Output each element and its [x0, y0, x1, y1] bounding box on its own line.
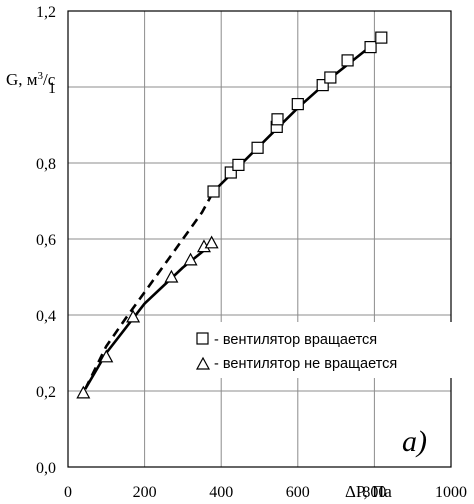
x-tick-label: 400	[209, 484, 233, 501]
legend-square-icon	[196, 332, 209, 345]
y-tick-label: 0,8	[36, 156, 56, 173]
x-tick-label: 800	[362, 484, 386, 501]
grid	[67, 10, 452, 468]
y-tick-label: 0,2	[36, 384, 56, 401]
data-point-square	[224, 166, 237, 179]
legend-box	[184, 322, 452, 378]
legend: - вентилятор вращается - вентилятор не в…	[184, 322, 452, 378]
data-point-square	[271, 113, 284, 126]
data-point-square	[207, 185, 220, 198]
data-point-triangle	[164, 269, 179, 283]
y-tick-label: 0,0	[36, 460, 56, 477]
tick-labels: 0 200 400 600 800 1000 0,0 0,2 0,4 0,6 0,8 1 1,2	[36, 4, 467, 501]
data-point-square	[324, 71, 337, 84]
data-point-square	[232, 158, 245, 171]
data-point-square	[341, 54, 354, 67]
data-point-triangle	[99, 349, 114, 363]
data-point-triangle	[204, 235, 219, 249]
data-point-square	[375, 31, 388, 44]
data-point-square	[291, 97, 304, 111]
y-tick-label: 0,4	[36, 308, 56, 325]
y-axis-label: G, м3/с	[6, 70, 56, 89]
x-axis-label: ΔP, Па	[345, 482, 392, 501]
y-tick-label: 0,6	[36, 232, 56, 249]
data-point-square	[316, 78, 329, 92]
data-point-square	[364, 40, 377, 54]
y-tick-label: 1,2	[36, 4, 56, 21]
legend-label-rotating: - вентилятор вращается	[214, 332, 377, 348]
data-point-triangle	[183, 252, 198, 266]
legend-triangle-icon	[195, 356, 211, 370]
data-point-triangle	[76, 385, 91, 399]
plot-frame	[67, 10, 452, 468]
data-point-triangle	[126, 309, 141, 323]
x-tick-label: 1000	[435, 484, 467, 501]
x-tick-label: 200	[133, 484, 157, 501]
data-markers	[76, 31, 388, 399]
legend-label-not-rotating: - вентилятор не вращается	[214, 356, 397, 372]
data-point-square	[251, 141, 264, 154]
panel-label: а)	[402, 425, 427, 458]
fit-line-dashed	[84, 190, 215, 390]
y-tick-label: 1	[48, 80, 56, 97]
x-tick-label: 600	[286, 484, 310, 501]
x-tick-label: 0	[64, 484, 72, 501]
